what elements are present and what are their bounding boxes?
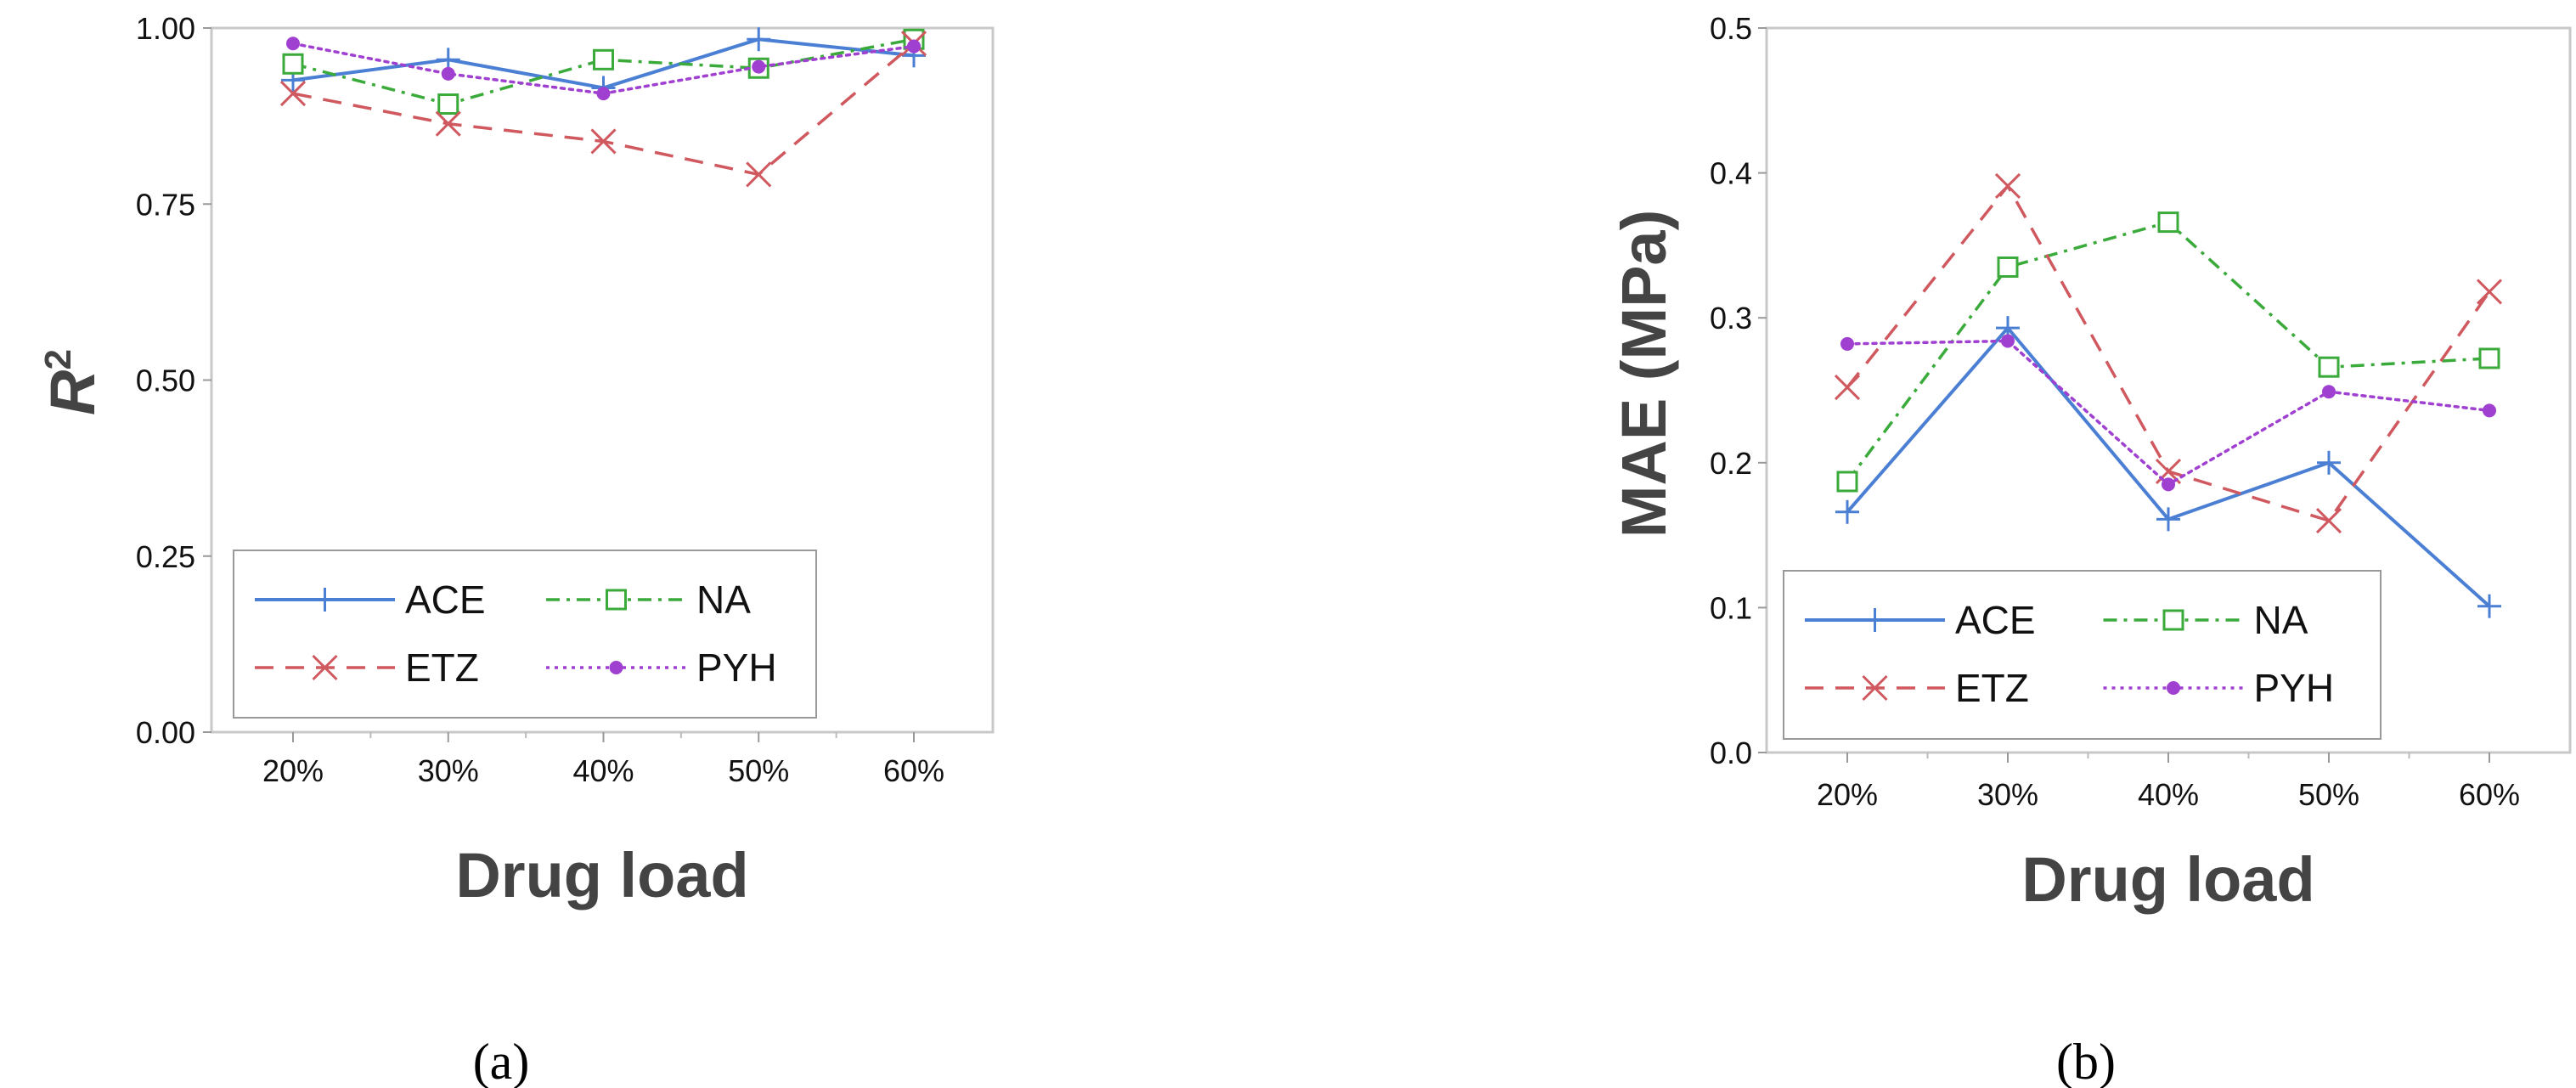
x-axis-title: Drug load <box>2021 844 2314 915</box>
chart-b: 0.0 0.1 0.2 0.3 0.4 0.5 20% 30% 40% 50% 60% Drug lo… <box>1609 11 2572 1088</box>
series-pyh <box>1840 334 2496 492</box>
y-tick-label: 0.3 <box>1710 301 1752 335</box>
y-axis-title-superscript: 2 <box>37 349 79 369</box>
series-etz <box>279 31 927 188</box>
y-tick-label: 0.75 <box>136 187 195 222</box>
legend-marker-etz <box>312 654 338 681</box>
legend-label-ace: ACE <box>1955 598 2036 642</box>
data-point-pyh <box>441 66 455 81</box>
y-tick-label: 0.0 <box>1710 736 1752 770</box>
data-point-etz <box>1994 172 2021 200</box>
data-point-etz <box>279 81 307 107</box>
legend-box <box>1783 570 2382 740</box>
x-tick-label: 40% <box>2138 777 2199 812</box>
series-ace <box>1835 316 2501 618</box>
legend-label-ace: ACE <box>405 578 486 622</box>
x-tick-label: 30% <box>418 753 479 788</box>
data-point-pyh <box>596 87 611 101</box>
legend-label-na: NA <box>2254 598 2308 642</box>
data-point-pyh <box>2483 403 2496 418</box>
legend-label-pyh: PYH <box>2254 666 2335 710</box>
y-axis-title-main: R <box>37 370 108 415</box>
data-point-na <box>1836 471 1858 493</box>
series-etz <box>1834 172 2503 534</box>
legend-marker-na <box>2162 609 2184 631</box>
data-point-na <box>437 93 459 116</box>
series-na <box>1836 211 2500 493</box>
legend-marker-etz <box>1862 674 1888 702</box>
data-point-pyh <box>2322 385 2336 399</box>
data-point-etz <box>1834 375 1861 401</box>
y-tick-label: 1.00 <box>136 11 195 46</box>
data-point-na <box>1997 256 2019 278</box>
y-tick-label: 0.50 <box>136 364 195 398</box>
series-line-na <box>1846 220 2490 483</box>
y-tick-label: 0.5 <box>1710 11 1752 46</box>
y-axis-title: R2 <box>37 349 108 415</box>
series-line-ace <box>1846 325 2491 608</box>
series-na <box>282 28 925 116</box>
y-axis-title: MAE (MPa) <box>1609 210 1679 538</box>
data-point-etz <box>2476 279 2503 305</box>
data-point-na <box>2318 356 2340 378</box>
y-tick-label: 0.4 <box>1710 156 1752 191</box>
x-tick-label: 30% <box>1977 777 2038 812</box>
data-point-pyh <box>1840 336 1854 351</box>
y-tick-label: 0.1 <box>1710 590 1752 625</box>
legend-label-etz: ETZ <box>405 645 479 690</box>
x-tick-label: 40% <box>572 753 634 788</box>
data-point-na <box>282 53 304 75</box>
y-tick-label: 0.2 <box>1710 446 1752 481</box>
data-point-etz <box>746 161 772 188</box>
data-point-pyh <box>752 59 766 74</box>
legend-label-pyh: PYH <box>696 645 777 690</box>
x-axis-title: Drug load <box>455 840 748 910</box>
panel-caption: (a) <box>473 1034 530 1088</box>
legend-box <box>233 550 817 719</box>
legend-marker-pyh <box>609 661 623 674</box>
chart-a: 0.00 0.25 0.50 0.75 1.00 20% 30% 40% 50% 60% Drug … <box>37 11 995 1088</box>
data-point-pyh <box>2001 334 2015 348</box>
x-tick-label: 60% <box>883 753 944 788</box>
legend-marker-na <box>606 589 627 611</box>
series-line-na <box>292 37 915 106</box>
legend-label-etz: ETZ <box>1955 666 2029 710</box>
data-point-pyh <box>2162 477 2175 492</box>
x-tick-label: 50% <box>2298 777 2359 812</box>
data-point-na <box>593 48 614 70</box>
y-axis-title-main: MAE (MPa) <box>1609 210 1679 538</box>
series-pyh <box>286 37 921 101</box>
x-tick-label: 20% <box>1817 777 1878 812</box>
data-point-pyh <box>907 39 921 54</box>
data-point-etz <box>590 128 617 155</box>
y-tick-label: 0.25 <box>136 539 195 574</box>
y-tick-label: 0.00 <box>136 715 195 750</box>
data-point-pyh <box>286 37 300 51</box>
x-tick-label: 50% <box>728 753 789 788</box>
panel-caption: (b) <box>2056 1034 2116 1088</box>
x-tick-label: 20% <box>262 753 324 788</box>
data-point-etz <box>2315 507 2342 534</box>
legend-marker-pyh <box>2167 681 2180 695</box>
legend-label-na: NA <box>696 578 751 622</box>
data-point-na <box>2157 211 2179 234</box>
legend: ACE NA ETZ PYH <box>1783 570 2382 740</box>
x-tick-label: 60% <box>2459 777 2520 812</box>
legend: ACE NA ETZ PYH <box>233 550 817 719</box>
data-point-na <box>2478 347 2500 369</box>
data-point-etz <box>435 110 461 137</box>
